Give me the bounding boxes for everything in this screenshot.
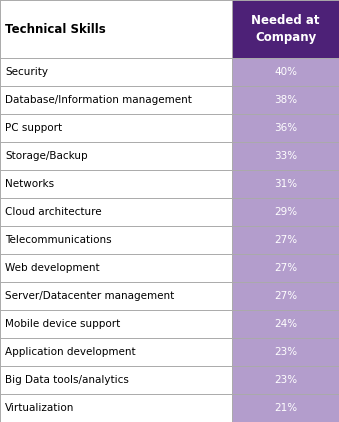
Text: 23%: 23% (274, 347, 297, 357)
Text: 29%: 29% (274, 207, 297, 217)
Bar (0, 366, 232, 394)
Bar (0, 142, 232, 170)
Text: Needed at
Company: Needed at Company (251, 14, 320, 44)
Text: 27%: 27% (274, 235, 297, 245)
Bar (232, 86, 339, 114)
Text: 23%: 23% (274, 375, 297, 385)
Bar (0, 254, 232, 282)
Bar (0, 114, 232, 142)
Text: 27%: 27% (274, 291, 297, 301)
Bar (0, 0, 232, 58)
Bar (232, 0, 339, 58)
Text: 36%: 36% (274, 123, 297, 133)
Text: Cloud architecture: Cloud architecture (5, 207, 102, 217)
Text: Telecommunications: Telecommunications (5, 235, 112, 245)
Bar (232, 114, 339, 142)
Text: Big Data tools/analytics: Big Data tools/analytics (5, 375, 129, 385)
Text: 38%: 38% (274, 95, 297, 105)
Bar (232, 338, 339, 366)
Text: Database/Information management: Database/Information management (5, 95, 192, 105)
Text: PC support: PC support (5, 123, 62, 133)
Bar (232, 394, 339, 422)
Bar (232, 142, 339, 170)
Bar (232, 282, 339, 310)
Bar (0, 282, 232, 310)
Text: 31%: 31% (274, 179, 297, 189)
Text: Technical Skills: Technical Skills (5, 23, 106, 35)
Text: Application development: Application development (5, 347, 136, 357)
Text: Security: Security (5, 67, 48, 77)
Text: 33%: 33% (274, 151, 297, 161)
Text: 24%: 24% (274, 319, 297, 329)
Bar (232, 226, 339, 254)
Bar (232, 254, 339, 282)
Text: 21%: 21% (274, 403, 297, 413)
Text: Storage/Backup: Storage/Backup (5, 151, 88, 161)
Bar (0, 198, 232, 226)
Bar (0, 58, 232, 86)
Text: 27%: 27% (274, 263, 297, 273)
Text: Virtualization: Virtualization (5, 403, 75, 413)
Bar (0, 226, 232, 254)
Bar (0, 86, 232, 114)
Bar (0, 338, 232, 366)
Text: Mobile device support: Mobile device support (5, 319, 120, 329)
Bar (0, 394, 232, 422)
Bar (0, 170, 232, 198)
Text: Server/Datacenter management: Server/Datacenter management (5, 291, 174, 301)
Bar (0, 310, 232, 338)
Text: 40%: 40% (274, 67, 297, 77)
Bar (232, 58, 339, 86)
Bar (232, 198, 339, 226)
Text: Networks: Networks (5, 179, 54, 189)
Bar (232, 310, 339, 338)
Bar (232, 170, 339, 198)
Text: Web development: Web development (5, 263, 100, 273)
Bar (232, 366, 339, 394)
